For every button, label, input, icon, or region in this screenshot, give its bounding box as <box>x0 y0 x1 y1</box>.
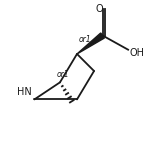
Polygon shape <box>77 33 104 54</box>
Text: OH: OH <box>130 48 145 58</box>
Text: or1: or1 <box>78 35 91 44</box>
Text: O: O <box>96 4 103 14</box>
Text: HN: HN <box>17 87 32 97</box>
Text: or1: or1 <box>57 70 70 79</box>
